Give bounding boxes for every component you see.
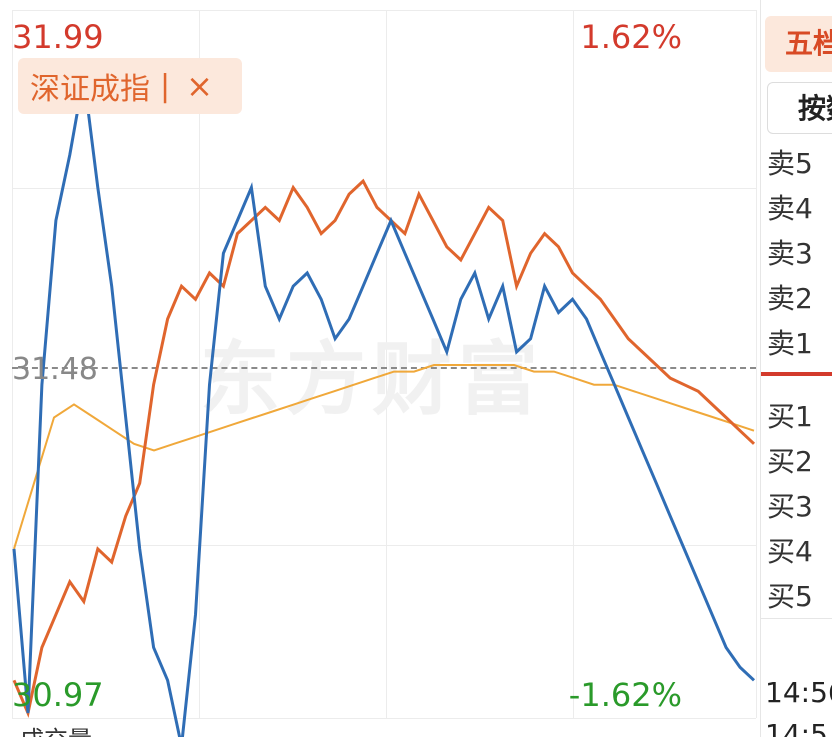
trade-time-2: 14:5 (765, 718, 828, 737)
sort-by-button[interactable]: 按数 (767, 82, 832, 134)
order-book-bottom-separator (761, 618, 832, 619)
bid-1-label: 买1 (767, 400, 813, 433)
grid-v-3 (386, 10, 387, 718)
bid-3-label: 买3 (767, 490, 813, 523)
price-high-label: 31.99 (12, 18, 104, 56)
ask-5-label: 卖5 (767, 147, 813, 180)
grid-h-4 (12, 718, 756, 719)
ask-2-label: 卖2 (767, 282, 813, 315)
bottom-axis-label-4: ... (560, 720, 583, 737)
price-lines-svg (12, 75, 756, 737)
close-icon[interactable]: × (186, 67, 213, 105)
grid-v-5 (756, 10, 757, 718)
tab-five-level[interactable]: 五档 (765, 16, 832, 72)
ask-4-label: 卖4 (767, 192, 813, 225)
ask-3-label: 卖3 (767, 237, 813, 270)
index-overlay-separator: | (160, 68, 171, 104)
reference-price-label: 31.48 (12, 352, 98, 387)
price-line (12, 75, 756, 737)
grid-h-2 (12, 188, 756, 189)
order-book-panel: 五档 按数 卖5 卖4 卖3 卖2 卖1 买1 买2 买3 买4 买5 14:5… (760, 0, 832, 737)
intraday-chart[interactable]: 东方财富 31.99 1.62% 31.48 30.97 -1.62% 深证成指… (0, 0, 760, 737)
grid-v-1 (12, 10, 13, 718)
ask-1-label: 卖1 (767, 327, 813, 360)
price-low-label: 30.97 (12, 676, 104, 714)
order-book-divider (761, 372, 832, 376)
grid-v-4 (573, 10, 574, 718)
trade-time-1: 14:56 (765, 676, 832, 709)
percent-low-label: -1.62% (568, 676, 682, 714)
bid-2-label: 买2 (767, 445, 813, 478)
bid-5-label: 买5 (767, 580, 813, 613)
bottom-axis-label-1: 成交量 (20, 720, 92, 737)
reference-price-line (12, 367, 756, 369)
grid-h-1 (12, 10, 756, 11)
index-overlay-chip[interactable]: 深证成指 | × (18, 58, 242, 114)
index-overlay-label: 深证成指 (30, 72, 150, 107)
bid-4-label: 买4 (767, 535, 813, 568)
grid-h-3 (12, 545, 756, 546)
average-price-line (13, 364, 755, 550)
bottom-axis-strip: 成交量 ... ... ... (0, 718, 760, 737)
percent-high-label: 1.62% (580, 18, 682, 56)
grid-v-2 (199, 10, 200, 718)
index-line (12, 178, 756, 719)
bottom-axis-label-3: ... (420, 720, 443, 737)
bottom-axis-label-2: ... (225, 720, 248, 737)
